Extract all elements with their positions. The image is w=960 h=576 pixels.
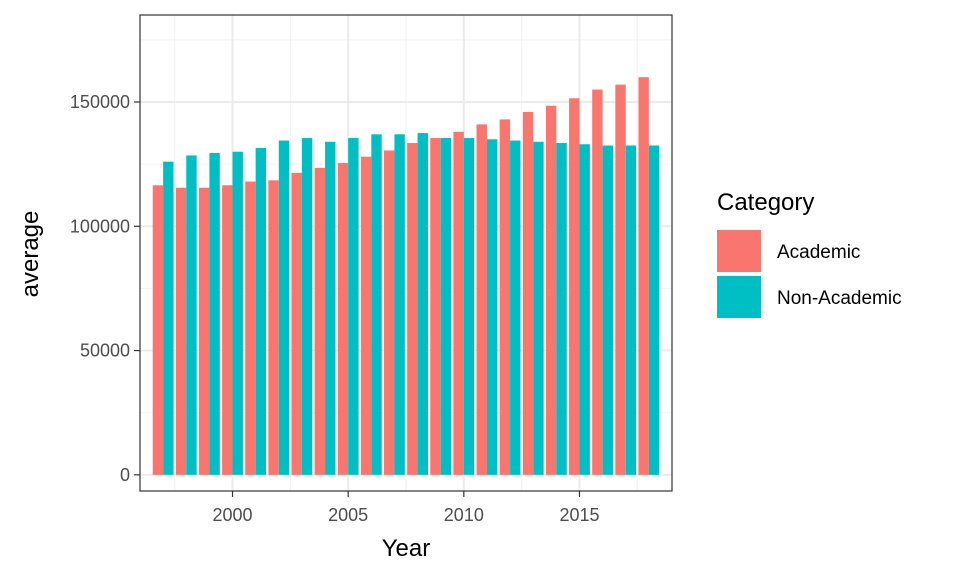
bar-non-academic-1997 <box>163 161 174 475</box>
bar-non-academic-2017 <box>625 145 637 475</box>
x-axis-title: Year <box>382 535 431 562</box>
bar-non-academic-2005 <box>348 138 359 475</box>
x-tick-label: 2000 <box>212 505 252 525</box>
legend-title: Category <box>717 189 814 216</box>
y-tick-label: 100000 <box>70 216 130 236</box>
bar-academic-2002 <box>268 180 279 475</box>
bar-academic-1999 <box>198 187 210 475</box>
legend-key-academic <box>717 230 761 272</box>
bar-non-academic-2013 <box>533 141 544 475</box>
y-axis-title: average <box>17 211 44 298</box>
bar-academic-2009 <box>430 138 441 475</box>
bar-academic-2006 <box>360 156 372 475</box>
bar-non-academic-2004 <box>325 141 336 475</box>
y-axis-tick-labels: 0 50000 100000 150000 <box>70 92 140 485</box>
bar-non-academic-2003 <box>301 138 313 475</box>
bar-non-academic-2009 <box>440 138 452 475</box>
bar-academic-2017 <box>615 84 626 475</box>
bar-academic-2007 <box>384 150 395 475</box>
x-axis-tick-labels: 2000 2005 2010 2015 <box>212 491 600 525</box>
bar-academic-2005 <box>337 162 349 475</box>
bar-academic-2016 <box>592 89 603 475</box>
bar-non-academic-2011 <box>486 139 498 475</box>
y-tick-label: 50000 <box>80 341 130 361</box>
bar-non-academic-2018 <box>648 145 660 475</box>
bar-academic-2012 <box>499 119 511 475</box>
bar-non-academic-1999 <box>209 152 220 475</box>
bar-academic-1997 <box>152 185 164 475</box>
bar-non-academic-2012 <box>510 140 521 475</box>
panel-border <box>139 14 673 492</box>
bar-academic-2001 <box>245 181 256 475</box>
bar-academic-2004 <box>314 167 326 475</box>
bar-non-academic-2015 <box>579 144 590 475</box>
x-tick-label: 2015 <box>559 505 599 525</box>
bar-academic-2008 <box>407 143 418 475</box>
legend-label-non-academic: Non-Academic <box>777 288 902 309</box>
y-tick-label: 150000 <box>70 92 130 112</box>
bar-non-academic-2002 <box>278 140 290 475</box>
bar-academic-2014 <box>545 105 557 475</box>
plot-panel <box>139 14 673 492</box>
bar-non-academic-2008 <box>417 133 428 475</box>
legend-label-academic: Academic <box>777 242 860 263</box>
legend-key-non-academic <box>717 276 761 318</box>
bar-non-academic-2006 <box>371 134 382 475</box>
bar-non-academic-1998 <box>186 155 197 475</box>
bar-academic-2013 <box>522 111 534 475</box>
bar-academic-2010 <box>453 131 464 475</box>
bar-academic-2000 <box>222 185 233 475</box>
bar-non-academic-2010 <box>463 138 475 475</box>
bar-non-academic-2001 <box>255 147 267 475</box>
x-tick-label: 2005 <box>328 505 368 525</box>
bar-non-academic-2016 <box>602 145 614 475</box>
bar-academic-2015 <box>569 98 580 475</box>
bar-academic-2018 <box>638 77 649 475</box>
bar-non-academic-2007 <box>394 134 405 475</box>
bar-academic-1998 <box>175 187 187 475</box>
y-tick-label: 0 <box>120 465 130 485</box>
x-tick-label: 2010 <box>444 505 484 525</box>
bar-academic-2011 <box>476 124 487 475</box>
bar-non-academic-2000 <box>232 151 243 475</box>
legend: Category Academic Non-Academic <box>717 189 902 318</box>
bar-non-academic-2014 <box>556 143 567 475</box>
bar-academic-2003 <box>291 172 302 475</box>
